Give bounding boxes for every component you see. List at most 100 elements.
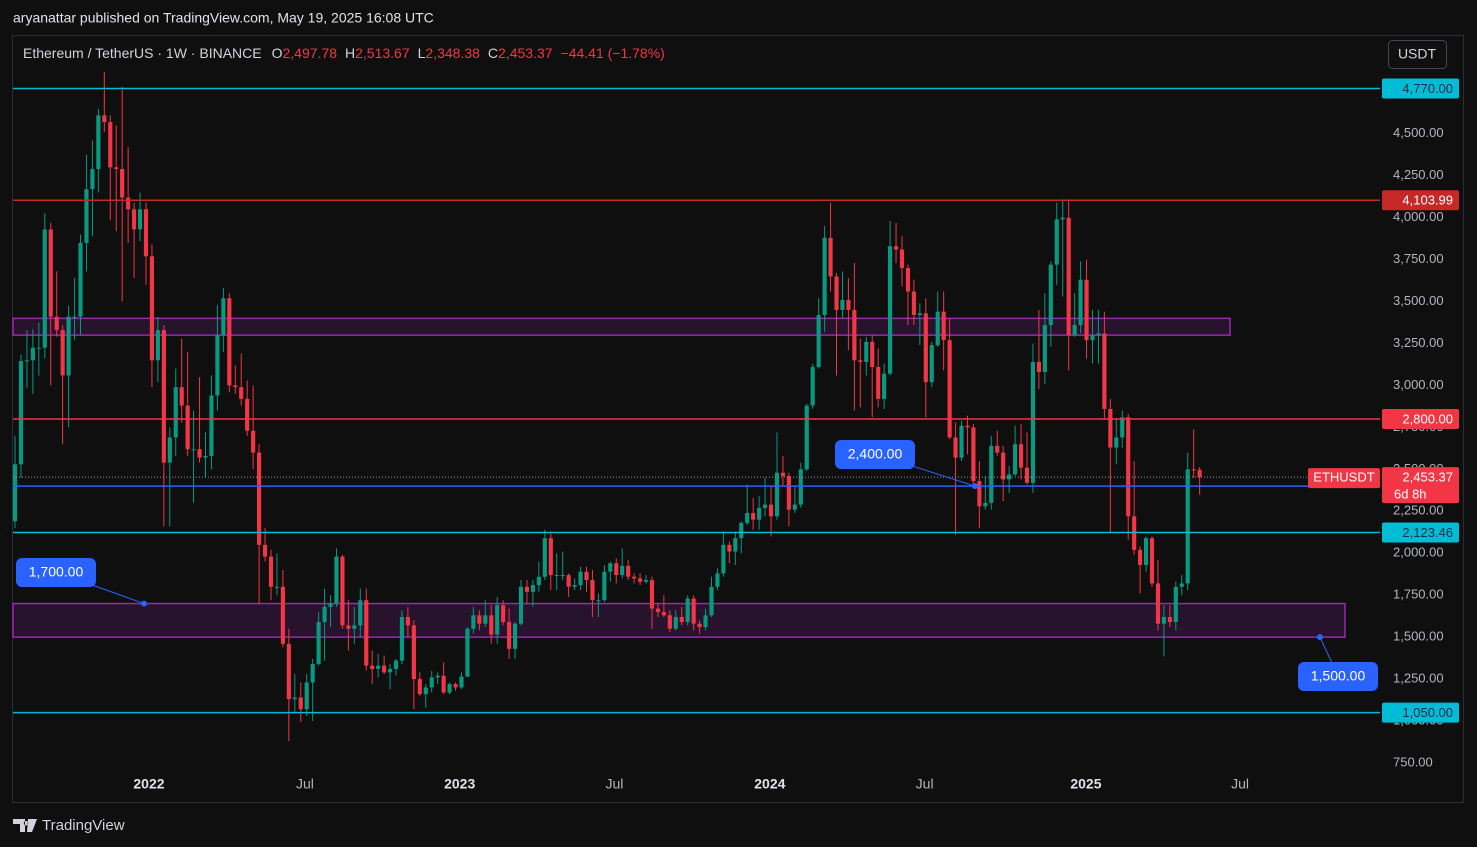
candle-body bbox=[983, 502, 988, 507]
candle-body bbox=[322, 606, 327, 623]
candle-body bbox=[512, 623, 518, 649]
legend-key: L bbox=[418, 45, 426, 61]
candle-body bbox=[858, 360, 863, 362]
candle-body bbox=[947, 340, 952, 438]
candle-body bbox=[102, 115, 107, 123]
candle-body bbox=[697, 623, 702, 628]
x-tick-label: 2024 bbox=[754, 776, 785, 792]
tradingview-logo: TradingView bbox=[13, 817, 125, 834]
candle-body bbox=[1120, 417, 1125, 438]
candle-body bbox=[370, 665, 375, 669]
level-label: 2,800.00 bbox=[1402, 411, 1453, 426]
header-text: aryanattar published on TradingView.com,… bbox=[13, 10, 434, 26]
candle-body bbox=[233, 385, 238, 388]
candle-body bbox=[673, 616, 678, 629]
candle-body bbox=[1173, 586, 1178, 623]
candle-body bbox=[173, 387, 178, 438]
candle-body bbox=[715, 573, 720, 587]
candle-body bbox=[923, 313, 928, 383]
callout-anchor bbox=[972, 483, 978, 490]
candle-body bbox=[1167, 616, 1172, 623]
candle-body bbox=[995, 445, 1000, 453]
candle-body bbox=[637, 578, 643, 582]
candle-body bbox=[584, 571, 589, 581]
candle-body bbox=[90, 169, 95, 190]
candle-body bbox=[215, 335, 220, 396]
candle-body bbox=[1102, 333, 1107, 409]
candle-body bbox=[566, 575, 571, 587]
candle-body bbox=[143, 209, 149, 257]
candle-body bbox=[477, 615, 482, 624]
candle-body bbox=[1197, 469, 1202, 478]
candle-body bbox=[221, 298, 226, 336]
zone bbox=[12, 602, 1346, 638]
candle-body bbox=[72, 316, 77, 318]
candle-body bbox=[560, 575, 565, 577]
candle-body bbox=[888, 246, 893, 374]
candle-body bbox=[114, 167, 119, 170]
candle-body bbox=[762, 504, 768, 508]
candle-body bbox=[352, 625, 357, 629]
candle-body bbox=[882, 373, 887, 399]
candle-body bbox=[643, 580, 649, 582]
currency-button[interactable] bbox=[1388, 40, 1447, 69]
candle-body bbox=[1060, 217, 1065, 220]
candle-body bbox=[905, 268, 911, 292]
candle-body bbox=[1090, 335, 1095, 341]
logo-icon bbox=[13, 819, 37, 832]
candle-body bbox=[310, 663, 315, 683]
candle-body bbox=[227, 298, 232, 386]
candle-body bbox=[870, 341, 875, 368]
candle-body bbox=[30, 347, 35, 361]
candle-body bbox=[614, 563, 619, 576]
candle-body bbox=[1066, 217, 1071, 336]
y-tick-label: 3,000.00 bbox=[1393, 377, 1444, 392]
candle-body bbox=[411, 625, 416, 680]
candle-body bbox=[828, 237, 833, 277]
candle-body bbox=[36, 347, 41, 349]
candle-body bbox=[935, 311, 940, 346]
x-tick-label: Jul bbox=[916, 776, 934, 792]
candle-body bbox=[727, 544, 732, 552]
candle-body bbox=[84, 189, 89, 243]
candle-body bbox=[376, 665, 381, 669]
candle-body bbox=[542, 538, 547, 577]
candle-body bbox=[459, 676, 464, 688]
candle-body bbox=[572, 585, 577, 587]
candle-body bbox=[1179, 583, 1184, 587]
last-price-countdown: 6d 8h bbox=[1394, 487, 1427, 502]
candle-body bbox=[679, 616, 684, 623]
x-tick-label: Jul bbox=[296, 776, 314, 792]
candle-body bbox=[757, 507, 762, 520]
candle-body bbox=[501, 605, 506, 623]
candle-body bbox=[441, 675, 446, 693]
currency-button-label[interactable]: USDT bbox=[1398, 46, 1437, 62]
candle-body bbox=[316, 622, 321, 664]
candle-body bbox=[774, 472, 780, 517]
candle-body bbox=[751, 512, 756, 520]
candle-body bbox=[917, 313, 922, 316]
candle-body bbox=[709, 586, 714, 616]
legend-title: Ethereum / TetherUS · 1W · BINANCE bbox=[23, 45, 262, 61]
y-tick-label: 3,750.00 bbox=[1393, 251, 1444, 266]
candle-body bbox=[554, 575, 559, 577]
y-tick-label: 1,250.00 bbox=[1393, 670, 1444, 685]
last-price-label: 2,453.37 bbox=[1402, 470, 1453, 485]
legend: Ethereum / TetherUS · 1W · BINANCE O2,497… bbox=[23, 45, 665, 61]
candle-body bbox=[251, 430, 256, 453]
candle-body bbox=[12, 464, 18, 522]
candle-body bbox=[876, 367, 881, 399]
candle-body bbox=[203, 455, 208, 458]
candle-body bbox=[1054, 219, 1059, 265]
candle-body bbox=[959, 425, 964, 458]
candle-body bbox=[941, 311, 946, 341]
candle-body bbox=[358, 600, 363, 626]
candle-body bbox=[989, 445, 994, 503]
level-label: 4,770.00 bbox=[1402, 81, 1453, 96]
candle-body bbox=[602, 571, 607, 601]
candle-body bbox=[632, 576, 637, 579]
y-tick-label: 1,750.00 bbox=[1393, 587, 1444, 602]
level-label: 1,050.00 bbox=[1402, 705, 1453, 720]
